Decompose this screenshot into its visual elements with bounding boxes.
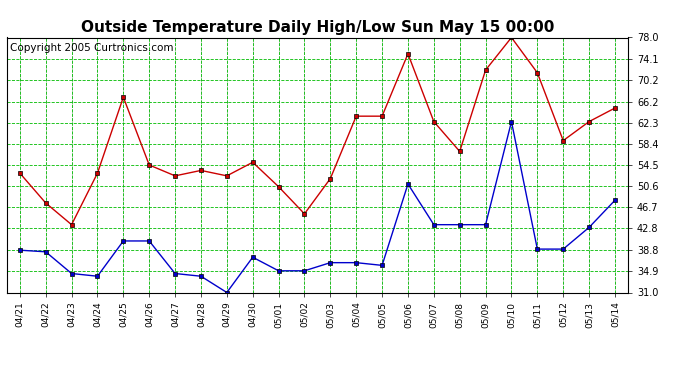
- Title: Outside Temperature Daily High/Low Sun May 15 00:00: Outside Temperature Daily High/Low Sun M…: [81, 20, 554, 35]
- Text: Copyright 2005 Curtronics.com: Copyright 2005 Curtronics.com: [10, 43, 173, 52]
